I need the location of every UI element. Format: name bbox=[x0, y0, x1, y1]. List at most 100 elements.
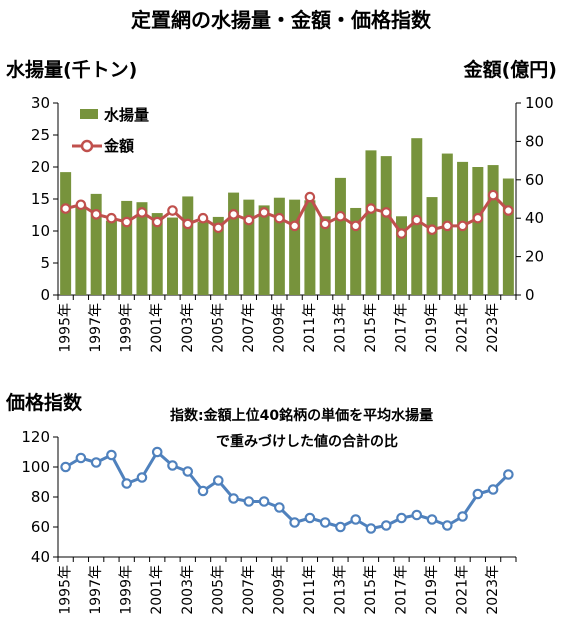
price-point-2010年 bbox=[289, 517, 300, 528]
x-tick-label-top: 2019年 bbox=[424, 303, 440, 353]
price-point-2002年 bbox=[167, 460, 178, 471]
x-tick-label-top: 2007年 bbox=[241, 303, 257, 353]
price-index-line bbox=[64, 450, 510, 530]
price-point-1997年 bbox=[90, 457, 102, 468]
bar-2015年 bbox=[365, 150, 377, 295]
x-tick-label-bottom: 1995年 bbox=[58, 565, 74, 615]
x-tick-label-top: 2003年 bbox=[180, 303, 196, 353]
bar-2019年 bbox=[426, 197, 438, 295]
bar-2010年 bbox=[289, 199, 301, 295]
right-tick-label: 80 bbox=[525, 132, 544, 150]
price-point-2017年 bbox=[396, 512, 407, 524]
value-point-2017年 bbox=[396, 228, 407, 239]
value-point-2023年 bbox=[487, 189, 499, 201]
x-tick-label-top: 2017年 bbox=[394, 303, 410, 353]
value-point-2006年 bbox=[228, 209, 239, 220]
price-point-2022年 bbox=[472, 488, 484, 500]
x-tick-label-top: 1999年 bbox=[119, 303, 135, 353]
price-point-2008年 bbox=[258, 496, 270, 507]
price-tick-label: 40 bbox=[31, 548, 50, 566]
bar-1999年 bbox=[121, 200, 133, 295]
price-tick-label: 100 bbox=[21, 458, 50, 476]
price-point-1996年 bbox=[75, 452, 87, 464]
top-chart: 0 5 10 15 20 25 30 0 20 40 60 80 100 1995年 1997年 1999年 2… bbox=[31, 94, 554, 353]
bar-1995年 bbox=[60, 172, 72, 295]
left-tick-label: 0 bbox=[40, 286, 50, 304]
bar-2011年 bbox=[304, 200, 316, 295]
bar-1996年 bbox=[75, 205, 87, 295]
left-tick-label: 25 bbox=[31, 126, 50, 144]
value-point-2024年 bbox=[503, 205, 514, 216]
price-tick-label: 80 bbox=[31, 488, 50, 506]
bar-2017年 bbox=[396, 216, 407, 295]
right-tick-label: 40 bbox=[525, 209, 544, 227]
x-tick-label-bottom: 2021年 bbox=[455, 565, 471, 615]
bottom-chart: 40 60 80 100 120 1995年 1997年 1999年 2001年 2003年 200… bbox=[21, 428, 517, 615]
left-tick-label: 5 bbox=[40, 254, 50, 272]
price-point-2007年 bbox=[243, 496, 255, 507]
bar-1998年 bbox=[105, 220, 117, 295]
value-point-2002年 bbox=[167, 205, 178, 216]
price-point-2001年 bbox=[151, 446, 163, 458]
value-point-1998年 bbox=[106, 212, 117, 224]
bar-1997年 bbox=[90, 193, 102, 295]
x-tick-label-top: 2009年 bbox=[271, 303, 287, 353]
price-point-2003年 bbox=[182, 466, 194, 477]
value-point-2005年 bbox=[213, 222, 224, 234]
price-point-2019年 bbox=[426, 514, 438, 525]
x-tick-label-bottom: 2011年 bbox=[302, 565, 318, 615]
bar-2002年 bbox=[167, 217, 178, 295]
x-tick-label-top: 2011年 bbox=[302, 303, 318, 353]
price-point-2018年 bbox=[411, 509, 423, 521]
x-tick-label-top: 1995年 bbox=[58, 303, 74, 353]
price-index-note-2: で重みづけした値の合計の比 bbox=[216, 433, 398, 450]
bar-2013年 bbox=[334, 177, 346, 295]
bar-2006年 bbox=[228, 192, 240, 295]
value-point-2003年 bbox=[182, 218, 194, 230]
right-tick-label: 60 bbox=[525, 171, 544, 189]
price-point-2004年 bbox=[197, 485, 209, 497]
x-tick-label-bottom: 2015年 bbox=[363, 565, 379, 615]
x-tick-label-bottom: 2023年 bbox=[485, 565, 501, 615]
value-point-1996年 bbox=[75, 199, 87, 211]
left-tick-label: 20 bbox=[31, 158, 50, 176]
bar-2016年 bbox=[380, 156, 392, 295]
legend-line-marker bbox=[80, 139, 94, 153]
price-point-2021年 bbox=[457, 511, 468, 522]
x-tick-label-bottom: 2001年 bbox=[149, 565, 165, 615]
value-point-2000年 bbox=[136, 207, 148, 218]
x-tick-label-bottom: 2013年 bbox=[332, 565, 348, 615]
price-point-2012年 bbox=[319, 517, 331, 528]
price-point-2006年 bbox=[228, 493, 239, 504]
value-point-2019年 bbox=[426, 224, 438, 236]
value-point-2015年 bbox=[365, 203, 377, 214]
value-point-2008年 bbox=[258, 207, 270, 218]
bar-2007年 bbox=[243, 199, 255, 295]
price-point-2014年 bbox=[350, 514, 361, 525]
price-point-2009年 bbox=[274, 502, 285, 513]
x-tick-label-bottom: 1997年 bbox=[88, 565, 104, 615]
x-tick-label-bottom: 2009年 bbox=[271, 565, 287, 615]
x-tick-label-top: 2023年 bbox=[485, 303, 501, 353]
x-tick-label-bottom: 2019年 bbox=[424, 565, 440, 615]
right-tick-label: 100 bbox=[525, 94, 554, 112]
value-point-2009年 bbox=[274, 212, 285, 224]
bar-2022年 bbox=[472, 167, 484, 295]
value-point-2013年 bbox=[335, 210, 346, 222]
price-index-title: 価格指数 bbox=[5, 391, 83, 414]
figure-title: 定置網の水揚量・金額・価格指数 bbox=[131, 8, 432, 32]
price-point-2015年 bbox=[365, 523, 377, 534]
bar-2003年 bbox=[182, 196, 194, 295]
bar-2000年 bbox=[136, 202, 148, 295]
legend: 水揚量 金額 bbox=[72, 106, 149, 155]
price-point-2000年 bbox=[136, 472, 148, 483]
price-point-1999年 bbox=[121, 478, 132, 489]
left-tick-label: 10 bbox=[31, 222, 50, 240]
price-point-2023年 bbox=[487, 484, 499, 495]
bar-2014年 bbox=[350, 207, 362, 295]
bar-2023年 bbox=[487, 165, 499, 295]
value-point-2020年 bbox=[441, 220, 453, 232]
legend-bar-label: 水揚量 bbox=[104, 106, 149, 124]
price-point-2024年 bbox=[503, 469, 514, 480]
